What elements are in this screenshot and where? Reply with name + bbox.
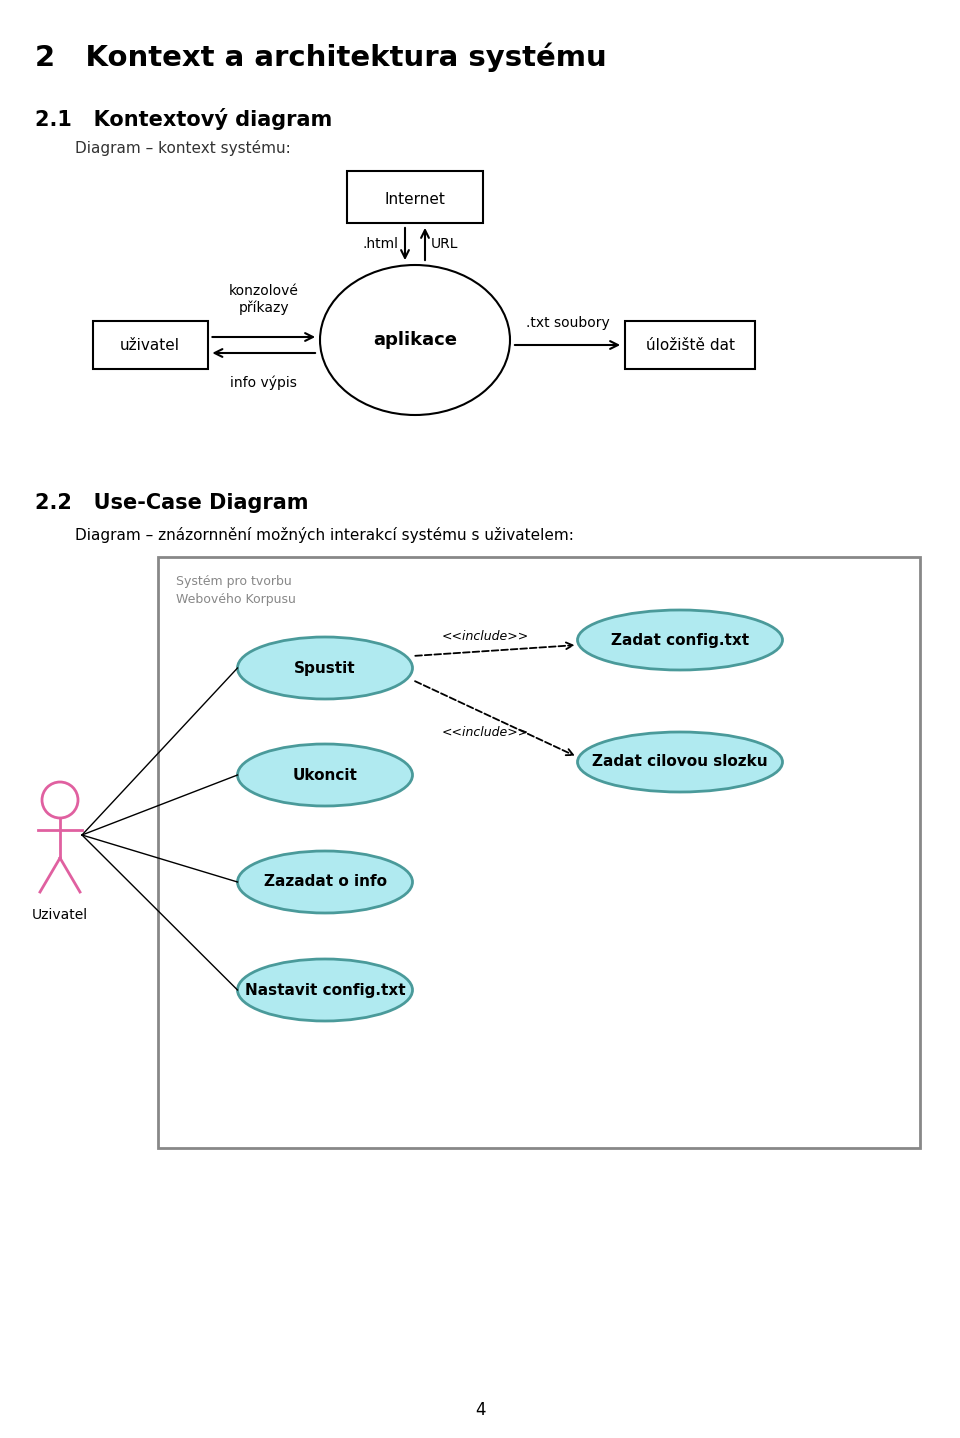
Bar — [158, 557, 920, 1148]
Text: 2.1   Kontextový diagram: 2.1 Kontextový diagram — [35, 108, 332, 129]
Ellipse shape — [578, 610, 782, 670]
Text: Zazadat o info: Zazadat o info — [263, 874, 387, 890]
Bar — [625, 321, 755, 370]
Text: Diagram – znázornnění možných interakcí systému s uživatelem:: Diagram – znázornnění možných interakcí … — [75, 526, 574, 544]
Text: info výpis: info výpis — [230, 375, 298, 390]
Text: 2.2   Use-Case Diagram: 2.2 Use-Case Diagram — [35, 493, 308, 513]
Text: Uzivatel: Uzivatel — [32, 907, 88, 922]
Text: <<include>>: <<include>> — [442, 726, 529, 739]
Text: Ukoncit: Ukoncit — [293, 768, 357, 782]
Text: aplikace: aplikace — [373, 331, 457, 349]
Text: 4: 4 — [475, 1401, 485, 1419]
Text: URL: URL — [431, 237, 459, 252]
Text: Spustit: Spustit — [294, 660, 356, 676]
Text: Nastavit config.txt: Nastavit config.txt — [245, 982, 405, 998]
Text: .html: .html — [363, 237, 399, 252]
Ellipse shape — [578, 732, 782, 792]
Text: Zadat cilovou slozku: Zadat cilovou slozku — [592, 755, 768, 769]
Text: Systém pro tvorbu: Systém pro tvorbu — [176, 575, 292, 588]
Ellipse shape — [237, 637, 413, 699]
Ellipse shape — [237, 851, 413, 913]
Bar — [92, 321, 207, 370]
Text: Diagram – kontext systému:: Diagram – kontext systému: — [75, 139, 291, 155]
Text: <<include>>: <<include>> — [442, 630, 529, 643]
Ellipse shape — [237, 959, 413, 1021]
Text: 2   Kontext a architektura systému: 2 Kontext a architektura systému — [35, 42, 607, 72]
Text: .txt soubory: .txt soubory — [526, 316, 610, 329]
Text: konzolové
příkazy: konzolové příkazy — [228, 285, 299, 315]
Text: Zadat config.txt: Zadat config.txt — [611, 633, 749, 647]
Ellipse shape — [237, 743, 413, 807]
Text: Internet: Internet — [385, 191, 445, 207]
Text: úložiště dat: úložiště dat — [645, 338, 734, 352]
Text: uživatel: uživatel — [120, 338, 180, 352]
Bar — [347, 171, 483, 223]
Text: Webového Korpusu: Webového Korpusu — [176, 592, 296, 605]
